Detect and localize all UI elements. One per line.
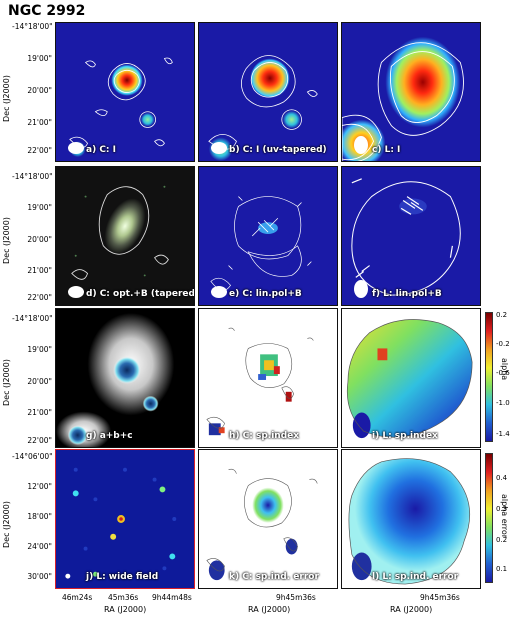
alpha-error-tick: 0.3: [496, 505, 508, 513]
y-tick: 21'00": [27, 408, 52, 417]
panel-a: a) C: I: [55, 22, 195, 162]
alpha-error-colorbar: [485, 453, 493, 583]
panel-l-label: l) L: sp.ind. error: [372, 572, 459, 582]
panel-h: h) C: sp.index: [198, 308, 338, 448]
panel-e-map: [199, 167, 337, 305]
dec-axis-label-row1: Dec (J2000): [2, 75, 11, 122]
ra-axis-label-col3: RA (J2000): [390, 605, 433, 614]
panel-e-label: e) C: lin.pol+B: [229, 289, 302, 299]
panel-c: c) L: I: [341, 22, 481, 162]
dec-axis-label-row2: Dec (J2000): [2, 217, 11, 264]
beam-ellipse: [68, 142, 84, 154]
y-tick: 24'00": [27, 542, 52, 551]
y-tick: 21'00": [27, 266, 52, 275]
panel-b: b) C: I (uv-tapered): [198, 22, 338, 162]
y-tick: 21'00": [27, 118, 52, 127]
y-tick: 19'00": [27, 345, 52, 354]
alpha-colorbar-label: alpha: [500, 358, 509, 381]
y-tick: 19'00": [27, 54, 52, 63]
y-tick: -14°18'00": [12, 172, 53, 181]
panel-k-label: k) C: sp.ind. error: [229, 572, 319, 582]
panel-k: k) C: sp.ind. error: [198, 449, 338, 589]
alpha-tick: 0.2: [496, 311, 508, 319]
panel-i-map: [342, 309, 480, 447]
y-tick: 22'00": [27, 146, 52, 155]
y-tick: -14°18'00": [12, 314, 53, 323]
y-tick: 18'00": [27, 512, 52, 521]
dec-axis-label-row4: Dec (J2000): [2, 501, 11, 548]
y-tick: 19'00": [27, 203, 52, 212]
y-tick: -14°18'00": [12, 22, 53, 31]
panel-k-map: [199, 450, 337, 588]
alpha-error-tick: 0.2: [496, 536, 508, 544]
panel-e: e) C: lin.pol+B: [198, 166, 338, 306]
alpha-error-colorbar-label: alpha error: [500, 494, 509, 539]
y-tick: 22'00": [27, 293, 52, 302]
beam-ellipse: [354, 280, 368, 298]
panel-l-map: [342, 450, 480, 588]
dec-axis-label-row3: Dec (J2000): [2, 359, 11, 406]
panel-j: j) L: wide field: [55, 449, 195, 589]
x-tick: 45m36s: [108, 593, 139, 602]
alpha-tick: -1.0: [496, 399, 510, 407]
alpha-colorbar: [485, 312, 493, 442]
panel-f: f) L: lin.pol+B: [341, 166, 481, 306]
panel-a-label: a) C: I: [86, 145, 117, 155]
alpha-tick: -0.6: [496, 369, 510, 377]
beam-ellipse: [68, 286, 84, 298]
panel-i-label: i) L: sp.index: [372, 431, 438, 441]
y-tick: 20'00": [27, 235, 52, 244]
beam-ellipse: [354, 136, 368, 154]
panel-g-map: [56, 309, 194, 447]
panel-h-label: h) C: sp.index: [229, 431, 300, 441]
alpha-tick: -1.4: [496, 430, 510, 438]
panel-g: g) a+b+c: [55, 308, 195, 448]
panel-i: i) L: sp.index: [341, 308, 481, 448]
panel-l: l) L: sp.ind. error: [341, 449, 481, 589]
figure-title: NGC 2992: [8, 3, 86, 19]
x-tick: 46m24s: [62, 593, 93, 602]
alpha-error-tick: 0.4: [496, 474, 508, 482]
panel-j-map: [56, 450, 194, 588]
alpha-tick: -0.2: [496, 340, 510, 348]
panel-f-label: f) L: lin.pol+B: [372, 289, 442, 299]
panel-d: d) C: opt.+B (tapered): [55, 166, 195, 306]
panel-d-map: [56, 167, 194, 305]
alpha-error-tick: 0.1: [496, 565, 508, 573]
y-tick: 30'00": [27, 572, 52, 581]
panel-b-map: [199, 23, 337, 161]
panel-h-map: [199, 309, 337, 447]
x-tick: 9h44m48s: [152, 593, 192, 602]
y-tick: 20'00": [27, 86, 52, 95]
ra-axis-label-col2: RA (J2000): [248, 605, 291, 614]
panel-a-map: [56, 23, 194, 161]
panel-d-label: d) C: opt.+B (tapered): [86, 289, 195, 299]
x-tick: 9h45m36s: [276, 593, 316, 602]
y-tick: 20'00": [27, 377, 52, 386]
y-tick: -14°06'00": [12, 452, 53, 461]
y-tick: 22'00": [27, 436, 52, 445]
ra-axis-label-col1: RA (J2000): [104, 605, 147, 614]
beam-ellipse: [211, 286, 227, 298]
panel-c-label: c) L: I: [372, 145, 401, 155]
panel-b-label: b) C: I (uv-tapered): [229, 145, 327, 155]
y-tick: 12'00": [27, 482, 52, 491]
panel-g-label: g) a+b+c: [86, 431, 133, 441]
beam-ellipse: [211, 142, 227, 154]
panel-j-label: j) L: wide field: [86, 572, 159, 582]
x-tick: 9h45m36s: [420, 593, 460, 602]
